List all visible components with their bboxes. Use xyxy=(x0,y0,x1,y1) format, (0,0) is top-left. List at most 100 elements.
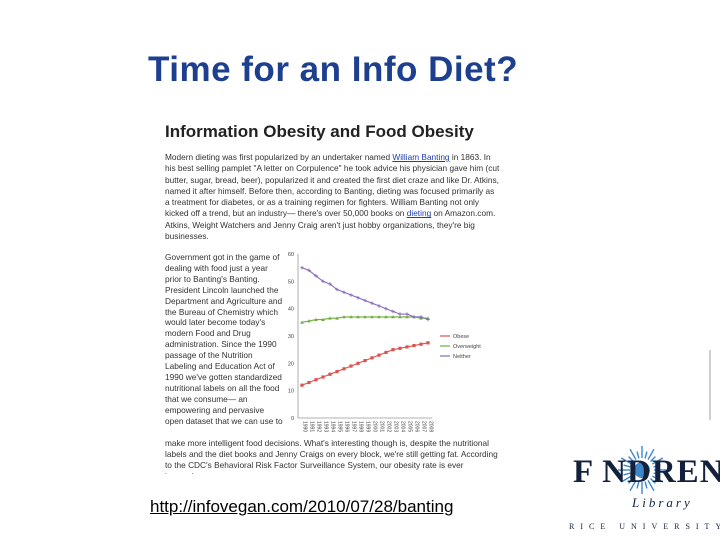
x-tick-label: 2002 xyxy=(386,421,392,432)
data-point xyxy=(321,317,325,321)
x-tick-label: 1994 xyxy=(330,421,336,432)
logo-ray xyxy=(620,475,632,483)
y-tick-label: 60 xyxy=(288,252,294,258)
data-point xyxy=(426,317,430,322)
article-heading: Information Obesity and Food Obesity xyxy=(165,122,474,141)
data-point xyxy=(412,315,416,319)
data-point xyxy=(377,304,381,308)
x-tick-label: 1998 xyxy=(358,421,364,432)
data-point xyxy=(328,282,332,286)
data-point xyxy=(363,315,367,319)
data-point xyxy=(384,315,388,319)
data-point xyxy=(307,268,311,273)
y-tick-label: 10 xyxy=(288,389,294,395)
data-point xyxy=(405,315,409,319)
data-point xyxy=(370,301,374,305)
logo-ray xyxy=(653,464,661,468)
logo-ray xyxy=(650,456,656,462)
x-tick-label: 1991 xyxy=(309,421,315,432)
x-tick-label: 2003 xyxy=(393,421,399,432)
data-point xyxy=(419,342,423,346)
article-side-text: Government got in the game of dealing wi… xyxy=(165,252,283,426)
x-tick-label: 2001 xyxy=(379,421,385,432)
x-tick-label: 2006 xyxy=(414,421,420,432)
intro-text-2: in 1863. In his best selling pamplet "A … xyxy=(165,152,500,219)
logo-ray xyxy=(623,464,631,468)
data-point xyxy=(314,378,318,382)
data-point xyxy=(405,345,409,349)
data-point xyxy=(307,319,311,323)
data-point xyxy=(363,359,367,363)
data-point xyxy=(307,380,311,385)
data-point xyxy=(384,306,388,311)
y-tick-label: 30 xyxy=(288,334,294,340)
data-point xyxy=(335,369,339,374)
logo-word: F NDREN xyxy=(573,454,720,490)
dieting-link[interactable]: dieting xyxy=(406,208,432,219)
logo-ray xyxy=(620,457,632,465)
data-point xyxy=(363,298,367,303)
data-point xyxy=(426,341,430,345)
data-point xyxy=(314,274,318,278)
data-point xyxy=(370,356,374,360)
logo-ray xyxy=(652,457,664,465)
data-point xyxy=(356,315,360,319)
logo-ray xyxy=(647,480,655,492)
article-bottom-text: make more intelligent food decisions. Wh… xyxy=(165,438,498,474)
logo-ray xyxy=(650,478,656,484)
intro-text-1: Modern dieting was first popularized by … xyxy=(165,152,393,162)
chart-lines xyxy=(300,265,430,387)
y-tick-label: 50 xyxy=(288,279,294,285)
logo-ray xyxy=(644,451,648,459)
data-point xyxy=(370,315,374,319)
y-tick-label: 40 xyxy=(288,307,294,313)
x-tick-label: 2007 xyxy=(421,421,427,432)
data-point xyxy=(398,346,402,350)
x-tick-label: 2004 xyxy=(400,421,406,432)
data-point xyxy=(342,367,346,371)
data-point xyxy=(335,316,339,320)
data-point xyxy=(300,265,304,270)
x-tick-label: 1999 xyxy=(365,421,371,432)
series-line xyxy=(301,267,429,321)
legend-entry: Overweight xyxy=(453,344,481,350)
data-point xyxy=(349,315,353,319)
data-point xyxy=(314,317,318,321)
data-point xyxy=(328,316,332,320)
chart-legend: Obese Overweight Neither xyxy=(440,334,481,360)
data-point xyxy=(419,315,423,319)
william-banting-link[interactable]: William Banting xyxy=(392,152,450,162)
logo-rays-icon xyxy=(618,446,666,494)
x-tick-label: 1990 xyxy=(302,421,308,432)
logo-subtitle: Library xyxy=(632,495,693,510)
logo-ray xyxy=(629,448,637,460)
x-tick-label: 1996 xyxy=(344,421,350,432)
article-intro: Modern dieting was first popularized by … xyxy=(165,152,501,242)
logo-sun-center xyxy=(634,462,650,478)
x-tick-label: 1993 xyxy=(323,421,329,432)
logo-ray xyxy=(653,472,661,476)
data-point xyxy=(342,290,346,295)
series-line xyxy=(301,342,429,386)
y-tick-label: 20 xyxy=(288,361,294,367)
data-point xyxy=(356,361,360,365)
intro-text-3: on Amazon.com. Atkins, Weight Watchers a… xyxy=(165,208,496,242)
data-point xyxy=(321,375,325,379)
fondren-library-logo: F NDREN Library RICE UNIVERSITY xyxy=(565,438,720,540)
source-url-link[interactable]: http://infovegan.com/2010/07/28/banting xyxy=(150,497,454,516)
logo-ray xyxy=(628,456,634,462)
y-tick-label: 0 xyxy=(291,416,294,422)
article-screenshot: Information Obesity and Food Obesity Mod… xyxy=(160,122,505,474)
data-point xyxy=(384,350,388,354)
data-point xyxy=(335,287,339,292)
logo-ray xyxy=(647,448,655,460)
logo-ray xyxy=(636,451,640,459)
x-tick-label: 2008 xyxy=(428,421,434,432)
data-point xyxy=(377,353,381,357)
slide-title: Time for an Info Diet? xyxy=(148,50,519,89)
logo-ray xyxy=(644,481,648,489)
data-point xyxy=(300,383,304,387)
logo-university: RICE UNIVERSITY xyxy=(569,522,720,531)
